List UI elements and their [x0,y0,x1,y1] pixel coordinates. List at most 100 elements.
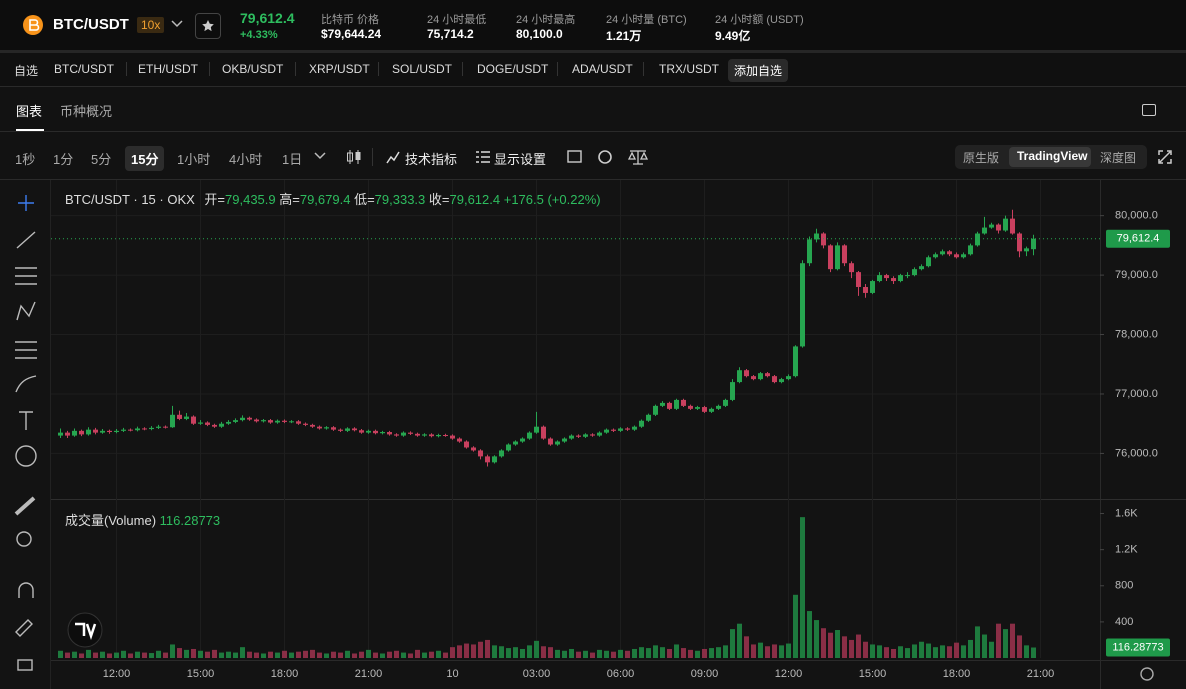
candle-body [870,281,875,293]
volume-bar [884,647,889,658]
stat-value: 1.21万 [606,29,642,43]
candle-body [835,245,840,270]
candle-body [408,432,413,434]
watchlist-item[interactable]: DOGE/USDT [477,62,549,76]
candle-body [450,435,455,439]
candle-body [996,224,1001,231]
watchlist-item[interactable]: 自选 [14,64,39,78]
volume-bar [562,650,567,658]
candle-body [954,254,959,258]
chart-type-icon[interactable] [345,148,365,166]
volume-bar [758,642,763,658]
volume-title: 成交量(Volume) [65,513,157,528]
view-option[interactable]: TradingView [1017,149,1088,163]
legend-value: 79,679.4 [299,192,351,207]
toolbar-button[interactable]: 显示设置 [494,152,547,167]
volume-bar [317,652,322,658]
volume-bar [198,650,203,658]
tab[interactable]: 图表 [16,104,43,119]
watchlist-item[interactable]: XRP/USDT [309,62,370,76]
candle-body [331,427,336,430]
fib-tool[interactable] [15,267,37,285]
add-watchlist[interactable]: 添加自选 [728,59,789,82]
magnet-tool[interactable] [18,582,34,598]
crosshair-tool[interactable] [18,195,34,211]
interval[interactable]: 1日 [282,152,303,167]
interval[interactable]: 15分 [125,146,165,171]
candle-body [177,414,182,419]
candle-body [1017,233,1022,252]
interval[interactable]: 1小时 [177,152,211,167]
volume-bar [422,652,427,658]
candle-body [723,399,728,406]
candle-body [765,373,770,377]
ruler-tool[interactable] [14,496,36,516]
candle-body [387,432,392,435]
candle-body [590,434,595,436]
chevron[interactable] [171,19,183,29]
interval[interactable]: 5分 [91,152,112,167]
volume-bar [86,649,91,658]
watchlist-item[interactable]: TRX/USDT [659,62,719,76]
separator [643,62,644,76]
candle-body [1031,238,1036,250]
candle-body [863,286,868,293]
tv-logo-mark [75,622,97,640]
candle-body [1010,218,1015,234]
candle-body [751,376,756,380]
candle-body [240,417,245,421]
projection-tool[interactable] [15,341,37,359]
interval[interactable]: 1秒 [15,152,36,167]
candle-body [744,370,749,377]
watchlist-item[interactable]: ETH/USDT [138,62,198,76]
lock-draw-tool[interactable] [15,619,33,637]
gear-icon[interactable] [598,150,612,164]
candle-body [779,379,784,383]
watchlist-bar [0,53,1186,87]
zoom-tool[interactable] [16,531,32,547]
star [202,20,214,32]
view-option[interactable]: 原生版 [963,151,1000,165]
y-tick-label: 79,000.0 [1115,269,1158,281]
stat-value: $79,644.24 [321,27,382,41]
drawing-tools[interactable] [14,195,37,671]
volume-bar [905,648,910,658]
interval[interactable]: 1分 [53,152,74,167]
toolbar-button[interactable]: 技术指标 [405,152,458,167]
candle-body [730,382,735,400]
candle-body [275,420,280,423]
watchlist-item[interactable]: SOL/USDT [392,62,453,76]
emoji-tool[interactable] [15,445,37,467]
volume-bar [590,652,595,658]
brush-tool[interactable] [15,375,37,393]
interval-menu[interactable] [314,151,326,161]
trendline-tool[interactable] [16,231,36,249]
watchlist-item[interactable]: BTC/USDT [54,62,114,76]
symbol[interactable]: BTC/USDT [53,16,129,33]
volume-bar [597,649,602,658]
lock-tool[interactable] [17,659,33,671]
snapshot-icon[interactable] [567,150,582,163]
pattern-tool[interactable] [16,301,36,321]
layout-icon[interactable] [1142,104,1156,116]
separator [557,62,558,76]
watchlist-item[interactable]: ADA/USDT [572,62,633,76]
view-option[interactable]: 深度图 [1100,151,1137,165]
volume-bar [513,647,518,658]
volume-bar [415,649,420,658]
settings-icon[interactable] [1140,667,1154,681]
text-tool[interactable] [19,411,33,430]
balance-icon[interactable] [627,150,649,165]
watchlist-item[interactable]: OKB/USDT [222,62,284,76]
candle-body [163,426,168,428]
toolbar-icons[interactable] [566,148,656,166]
volume-bar [730,629,735,658]
tab[interactable]: 币种概况 [60,104,113,119]
candle-body [597,432,602,436]
volume-bar [926,643,931,658]
interval[interactable]: 4小时 [229,152,263,167]
fullscreen-icon[interactable] [1157,149,1173,165]
volume-bar [569,648,574,658]
chart-legend: BTC/USDT · 15 · OKX 开=79,435.9 高=79,679.… [65,189,601,208]
favorite-button[interactable] [195,13,221,39]
